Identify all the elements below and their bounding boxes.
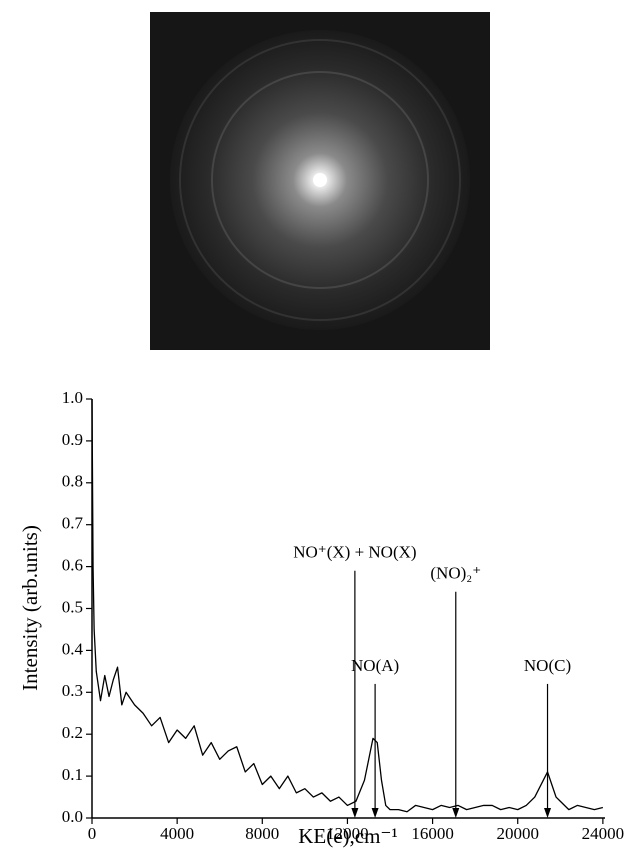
y-axis-title: Intensity (arb.units) bbox=[18, 525, 42, 691]
arrow-head bbox=[452, 808, 460, 818]
image-ring bbox=[211, 71, 429, 289]
annotation-label: NO⁺(X) + NO(X) bbox=[293, 543, 416, 562]
x-tick-label: 16000 bbox=[411, 824, 454, 843]
x-tick-label: 20000 bbox=[496, 824, 539, 843]
y-tick-label: 0.7 bbox=[62, 514, 84, 533]
arrow-head bbox=[544, 808, 552, 818]
y-tick-label: 0.1 bbox=[62, 765, 83, 784]
arrow-head bbox=[371, 808, 379, 818]
x-tick-label: 8000 bbox=[245, 824, 279, 843]
y-tick-label: 0.6 bbox=[62, 556, 83, 575]
annotation-label: (NO)₂⁺ bbox=[430, 564, 481, 583]
annotation-label: NO(A) bbox=[351, 656, 399, 675]
y-tick-label: 0.8 bbox=[62, 472, 83, 491]
detector-image bbox=[150, 12, 490, 350]
y-tick-label: 0.0 bbox=[62, 807, 83, 826]
x-axis-title: KE(e),cm⁻¹ bbox=[298, 824, 398, 848]
spectrum-line bbox=[91, 398, 604, 813]
y-tick-label: 0.5 bbox=[62, 597, 83, 616]
y-tick-label: 0.4 bbox=[62, 639, 84, 658]
x-tick-label: 24000 bbox=[582, 824, 625, 843]
x-tick-label: 12000 bbox=[326, 824, 369, 843]
annotation-label: NO(C) bbox=[524, 656, 571, 675]
image-center bbox=[313, 173, 327, 187]
y-tick-label: 0.2 bbox=[62, 723, 83, 742]
image-ring bbox=[179, 39, 461, 321]
y-tick-label: 0.9 bbox=[62, 430, 83, 449]
arrow-head bbox=[351, 808, 359, 818]
x-tick-label: 4000 bbox=[160, 824, 194, 843]
x-tick-label: 0 bbox=[88, 824, 97, 843]
y-tick-label: 1.0 bbox=[62, 388, 83, 407]
y-tick-label: 0.3 bbox=[62, 681, 83, 700]
